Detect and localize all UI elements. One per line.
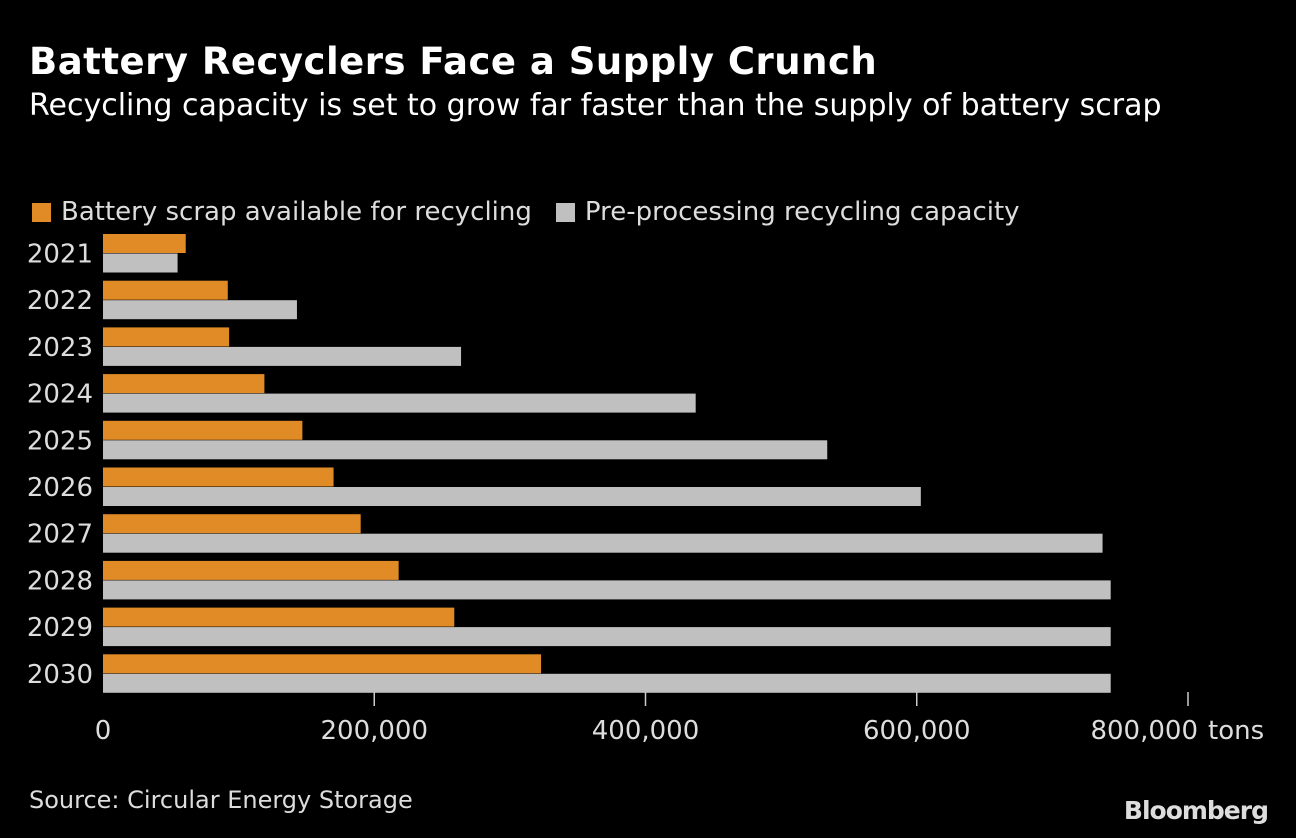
legend-swatch-capacity bbox=[555, 202, 575, 222]
bar-scrap-2021 bbox=[103, 234, 186, 253]
y-tick-label-2030: 2030 bbox=[27, 660, 93, 690]
y-tick-label-2022: 2022 bbox=[27, 286, 93, 316]
y-tick-label-2029: 2029 bbox=[27, 613, 93, 643]
y-tick-label-2021: 2021 bbox=[27, 240, 93, 270]
legend-label-capacity: Pre-processing recycling capacity bbox=[584, 197, 1020, 227]
bar-capacity-2021 bbox=[103, 253, 178, 273]
x-tick-label-600000: 600,000 bbox=[863, 716, 971, 746]
legend-item-capacity: Pre-processing recycling capacity bbox=[555, 197, 1020, 227]
bar-capacity-2026 bbox=[103, 487, 921, 506]
source-note: Source: Circular Energy Storage bbox=[29, 786, 413, 814]
y-tick-label-2023: 2023 bbox=[27, 333, 93, 363]
bar-capacity-2025 bbox=[103, 440, 828, 460]
bar-scrap-2028 bbox=[103, 560, 399, 580]
bar-scrap-2024 bbox=[103, 374, 265, 394]
bar-capacity-2028 bbox=[103, 580, 1111, 600]
bar-scrap-2022 bbox=[103, 280, 228, 300]
bar-capacity-2030 bbox=[103, 673, 1111, 693]
chart-title: Battery Recyclers Face a Supply Crunch bbox=[29, 40, 878, 83]
bar-capacity-2027 bbox=[103, 533, 1103, 553]
bar-scrap-2023 bbox=[103, 327, 230, 347]
y-tick-label-2025: 2025 bbox=[27, 426, 93, 456]
y-tick-label-2028: 2028 bbox=[27, 566, 93, 596]
x-tick-label-400000: 400,000 bbox=[592, 716, 700, 746]
bar-scrap-2026 bbox=[103, 467, 334, 487]
bar-scrap-2025 bbox=[103, 420, 303, 440]
x-tick-label-200000: 200,000 bbox=[320, 716, 428, 746]
bar-capacity-2022 bbox=[103, 300, 297, 320]
bar-capacity-2029 bbox=[103, 627, 1111, 647]
legend-swatch-scrap bbox=[32, 202, 51, 222]
y-tick-label-2026: 2026 bbox=[27, 473, 93, 503]
y-tick-label-2027: 2027 bbox=[27, 520, 93, 550]
x-tick-label-0: 0 bbox=[95, 716, 112, 746]
bar-capacity-2024 bbox=[103, 393, 696, 413]
legend-label-scrap: Battery scrap available for recycling bbox=[61, 197, 532, 227]
bar-scrap-2027 bbox=[103, 514, 361, 534]
bar-scrap-2029 bbox=[103, 607, 455, 627]
bloomberg-logo: Bloomberg bbox=[1123, 796, 1269, 825]
bar-scrap-2030 bbox=[103, 654, 542, 674]
x-axis-unit: tons bbox=[1208, 716, 1264, 746]
x-tick-label-800000: 800,000 bbox=[1090, 716, 1198, 746]
chart-subtitle: Recycling capacity is set to grow far fa… bbox=[29, 88, 1162, 123]
legend-item-scrap: Battery scrap available for recycling bbox=[32, 197, 532, 227]
bar-capacity-2023 bbox=[103, 346, 462, 366]
legend: Battery scrap available for recycling Pr… bbox=[32, 197, 1044, 227]
y-tick-label-2024: 2024 bbox=[27, 380, 93, 410]
